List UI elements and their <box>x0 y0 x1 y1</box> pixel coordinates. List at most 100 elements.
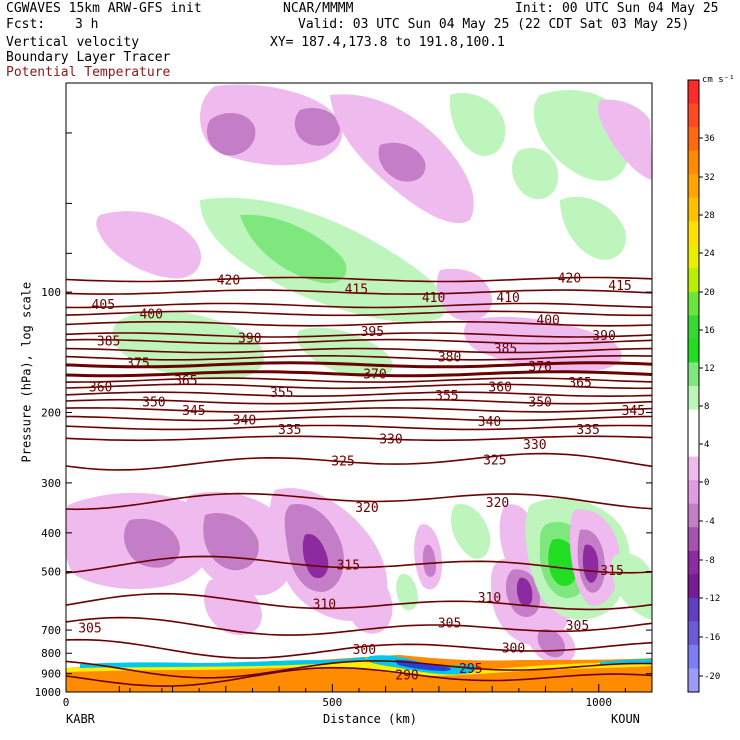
colorbar-bin <box>688 338 699 363</box>
theta-label: 310 <box>478 591 501 606</box>
xy-endpoints: XY= 187.4,173.8 to 191.8,100.1 <box>270 35 505 50</box>
colorbar-tick-label: 20 <box>704 288 715 298</box>
updraft-area <box>560 196 626 260</box>
colorbar-tick-label: -4 <box>704 517 715 527</box>
theta-contour <box>66 407 652 413</box>
colorbar-bin <box>688 244 699 269</box>
y-tick-label: 800 <box>41 647 61 660</box>
colorbar-tick-label: 16 <box>704 326 715 336</box>
tracer-cyan <box>80 657 366 668</box>
theta-label: 350 <box>528 396 551 411</box>
colorbar-tick-label: 24 <box>704 249 715 259</box>
theta-contour <box>66 592 652 611</box>
theta-label: 305 <box>438 616 461 631</box>
theta-contour <box>66 660 652 679</box>
colorbar-bin <box>688 291 699 316</box>
colorbar-bin <box>688 103 699 128</box>
colorbar-tick-label: 0 <box>704 478 709 488</box>
potential-temperature-contours <box>66 276 652 687</box>
theta-contour <box>66 361 652 369</box>
colorbar-tick-label: 32 <box>704 173 715 183</box>
theta-contour <box>66 415 652 422</box>
theta-contour <box>66 391 652 398</box>
theta-contour <box>66 310 652 317</box>
y-tick-label: 900 <box>41 668 61 681</box>
theta-label: 405 <box>92 298 115 313</box>
colorbar-bin <box>688 644 699 669</box>
colorbar-bin <box>688 597 699 622</box>
endpoint-right: KOUN <box>611 712 640 726</box>
colorbar-bin <box>688 197 699 222</box>
theta-label: 360 <box>89 380 112 395</box>
endpoint-left: KABR <box>66 712 95 726</box>
theta-label: 315 <box>600 564 623 579</box>
theta-label: 330 <box>379 432 402 447</box>
field-vertical-velocity: Vertical velocity <box>6 35 140 50</box>
theta-contour <box>66 276 652 283</box>
downdraft-core <box>422 544 436 577</box>
tracer-yellow <box>66 658 652 676</box>
theta-label: 365 <box>174 374 197 389</box>
colorbar-bin <box>688 480 699 505</box>
y-tick-label: 1000 <box>35 686 62 699</box>
colorbar-bin <box>688 150 699 175</box>
org-label: NCAR/MMMM <box>283 1 354 16</box>
theta-contour <box>66 377 652 383</box>
theta-label: 415 <box>345 283 368 298</box>
theta-label: 305 <box>566 619 589 634</box>
colorbar-bin <box>688 268 699 293</box>
theta-contour <box>66 435 652 442</box>
theta-label: 300 <box>353 643 376 658</box>
theta-label: 410 <box>422 291 445 306</box>
theta-label: 310 <box>313 597 336 612</box>
theta-label: 390 <box>592 329 615 344</box>
theta-contour <box>66 383 652 390</box>
terrain <box>66 678 652 692</box>
theta-label: 355 <box>435 389 458 404</box>
downdraft-core <box>123 518 180 568</box>
colorbar-tick-label: 36 <box>704 134 715 144</box>
theta-label: 350 <box>142 396 165 411</box>
theta-label: 360 <box>488 380 511 395</box>
forecast-label: Fcst: <box>6 17 46 32</box>
theta-label: 385 <box>494 342 517 357</box>
theta-contour <box>66 338 652 345</box>
colorbar-tick-label: 8 <box>704 402 709 412</box>
theta-label: 420 <box>558 272 581 287</box>
downdraft-strong <box>582 544 599 583</box>
theta-contour <box>66 555 652 574</box>
colorbar-bin <box>688 668 699 693</box>
theta-label: 290 <box>395 669 418 684</box>
downdraft-area <box>96 211 201 279</box>
colorbar-tick-label: -16 <box>704 633 720 643</box>
x-axis-title: Distance (km) <box>323 712 417 726</box>
y-tick-label: 400 <box>41 527 61 540</box>
theta-label: 330 <box>523 438 546 453</box>
colorbar-tick-label: -12 <box>704 594 720 604</box>
field-potential-temperature: Potential Temperature <box>6 65 171 80</box>
theta-contour <box>66 398 652 405</box>
theta-contour <box>66 302 652 309</box>
updraft-area <box>511 148 559 200</box>
updraft-area <box>449 93 506 156</box>
theta-label: 355 <box>270 386 293 401</box>
downdraft-area <box>203 578 262 635</box>
theta-label: 335 <box>576 423 599 438</box>
colorbar-bin <box>688 315 699 340</box>
colorbar-tick-label: -8 <box>704 556 715 566</box>
theta-contour <box>66 347 652 354</box>
theta-label: 410 <box>496 291 519 306</box>
theta-label: 325 <box>331 455 354 470</box>
theta-label: 295 <box>459 662 482 677</box>
y-tick-label: 500 <box>41 566 61 579</box>
theta-label: 390 <box>238 332 261 347</box>
theta-label: 345 <box>622 404 645 419</box>
theta-contour <box>66 332 652 338</box>
y-tick-label: 300 <box>41 477 61 490</box>
valid-time: Valid: 03 UTC Sun 04 May 25 (22 CDT Sat … <box>298 17 690 32</box>
colorbar-bin <box>688 362 699 387</box>
theta-contour <box>66 355 652 361</box>
colorbar-bin <box>688 174 699 199</box>
